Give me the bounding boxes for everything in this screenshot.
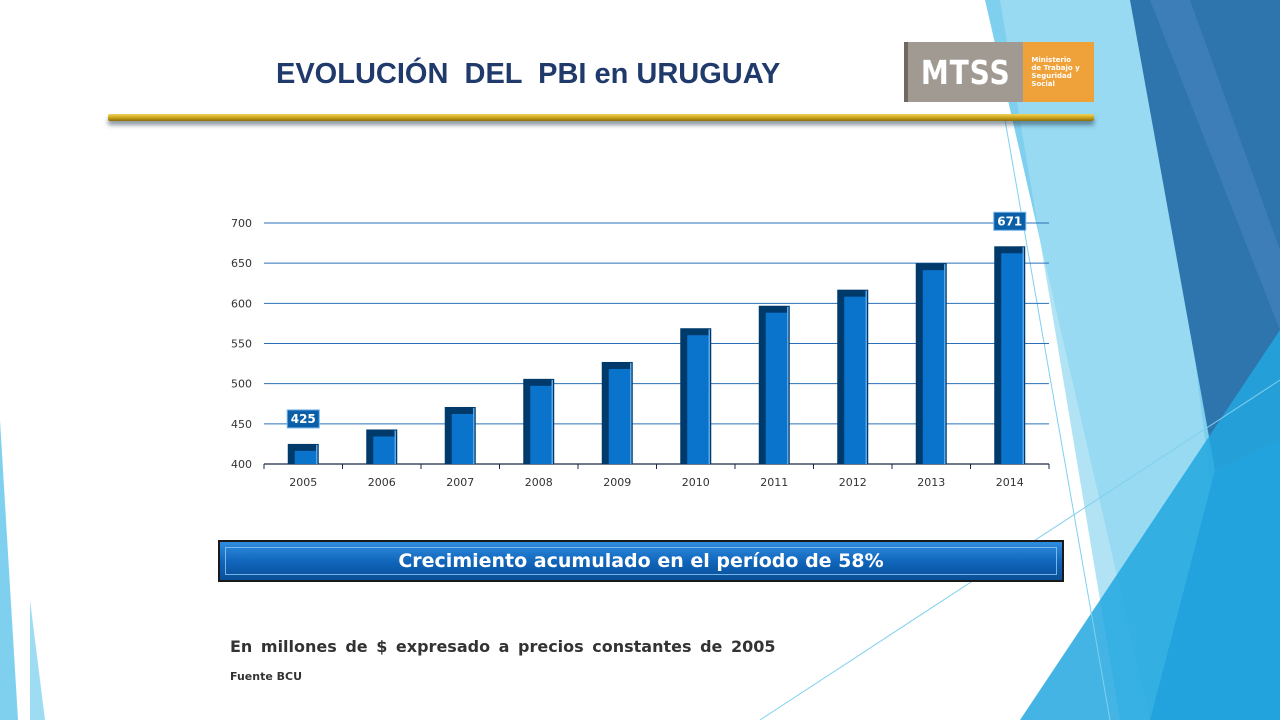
bar-front bbox=[608, 368, 631, 464]
bar-2013 bbox=[915, 263, 947, 464]
bar-2011 bbox=[758, 305, 790, 464]
y-tick-label: 450 bbox=[231, 418, 252, 431]
x-tick-label: 2014 bbox=[996, 476, 1024, 489]
x-tick-label: 2011 bbox=[760, 476, 788, 489]
bar-2008 bbox=[523, 378, 555, 464]
y-tick-label: 650 bbox=[231, 257, 252, 270]
source-note: Fuente BCU bbox=[230, 670, 303, 683]
x-tick-label: 2007 bbox=[446, 476, 474, 489]
logo-acronym-block: MTSS bbox=[904, 42, 1024, 102]
x-tick-label: 2012 bbox=[839, 476, 867, 489]
logo-acronym: MTSS bbox=[920, 52, 1011, 92]
bar-2009 bbox=[601, 361, 633, 464]
y-tick-label: 550 bbox=[231, 338, 252, 351]
bar-2006 bbox=[366, 429, 398, 464]
bar-2005 bbox=[287, 443, 319, 464]
x-tick-label: 2013 bbox=[917, 476, 945, 489]
bar-2012 bbox=[837, 289, 869, 464]
data-label-box bbox=[286, 409, 320, 429]
bar-front bbox=[844, 296, 867, 464]
bar-front bbox=[765, 312, 788, 464]
growth-banner: Crecimiento acumulado en el período de 5… bbox=[218, 540, 1064, 582]
bar-2014 bbox=[994, 246, 1026, 464]
y-tick-label: 600 bbox=[231, 297, 252, 310]
bar-front bbox=[373, 436, 396, 464]
bar-front bbox=[451, 413, 474, 464]
logo-line: Ministerio bbox=[1031, 56, 1072, 64]
bar-front bbox=[687, 335, 710, 464]
bar-front bbox=[1001, 253, 1024, 464]
bar-2010 bbox=[680, 328, 712, 464]
y-tick-label: 500 bbox=[231, 378, 252, 391]
logo-line: Seguridad bbox=[1031, 72, 1072, 80]
logo-line: Social bbox=[1031, 80, 1055, 88]
x-tick-label: 2010 bbox=[682, 476, 710, 489]
logo-name-block: Ministerio de Trabajo y Seguridad Social bbox=[1023, 42, 1094, 102]
bar-front bbox=[530, 385, 553, 464]
y-tick-label: 400 bbox=[231, 458, 252, 471]
bar-front bbox=[294, 450, 317, 464]
logo-line: de Trabajo y bbox=[1031, 64, 1080, 72]
data-label: 671 bbox=[997, 214, 1022, 228]
slide-title: EVOLUCIÓN DEL PBI en URUGUAY bbox=[276, 58, 781, 90]
data-label-box bbox=[993, 211, 1027, 231]
y-tick-label: 700 bbox=[231, 217, 252, 230]
x-tick-label: 2005 bbox=[289, 476, 317, 489]
bar-2007 bbox=[444, 406, 476, 464]
x-tick-label: 2009 bbox=[603, 476, 631, 489]
title-underline bbox=[108, 114, 1094, 121]
data-label: 425 bbox=[291, 412, 316, 426]
x-tick-label: 2006 bbox=[368, 476, 396, 489]
units-note: En millones de $ expresado a precios con… bbox=[230, 637, 776, 656]
mtss-logo: MTSS Ministerio de Trabajo y Seguridad S… bbox=[904, 42, 1094, 102]
bar-front bbox=[922, 270, 945, 464]
x-tick-label: 2008 bbox=[525, 476, 553, 489]
banner-text: Crecimiento acumulado en el período de 5… bbox=[398, 550, 884, 572]
